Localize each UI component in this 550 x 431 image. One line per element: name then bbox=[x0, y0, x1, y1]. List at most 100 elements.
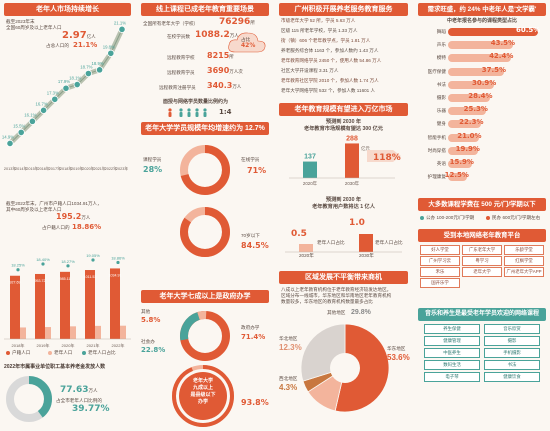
course-bar-value: 60.5% bbox=[516, 26, 541, 34]
stat-label-4: 远程教育注册学员 bbox=[159, 85, 196, 90]
donut-pct-1: 71% bbox=[247, 166, 267, 175]
scale-bar-unit: 亿元 bbox=[361, 145, 370, 152]
gz-share-label: 占户籍人口的 bbox=[42, 225, 70, 230]
section-title-gz: 广州积极开展养老服务教育服务 bbox=[279, 3, 408, 16]
share-value: 21.1% bbox=[73, 41, 98, 49]
cloud-icon bbox=[228, 32, 266, 53]
course-tag: 手机摄影 bbox=[484, 348, 540, 358]
section-title-demand: 需求旺盛，约 24% 中老年人是'文学霸' bbox=[418, 3, 546, 16]
course-bar-value: 30.9% bbox=[471, 78, 497, 87]
course-bar-row: 声乐 43.5% bbox=[414, 39, 550, 51]
line-point-label: 16.7% bbox=[36, 101, 48, 106]
bar-elderly bbox=[20, 327, 26, 339]
line-point bbox=[84, 69, 93, 78]
region-text-2: 数量较多，华东地区的教育机构数量最多占比 bbox=[281, 299, 373, 304]
pension-share-label: 占全市老年人口比例的 bbox=[56, 398, 102, 403]
course-bar bbox=[448, 67, 504, 76]
fee-legend: 公办 100-200元/门/学期 民办 600元/门/学期左右 bbox=[420, 214, 548, 222]
donut-label-2: 70岁以下 bbox=[241, 233, 260, 238]
line-year-label: 2015年 bbox=[26, 166, 38, 171]
course-bar-name: 声乐 bbox=[436, 42, 446, 48]
pie-school-type bbox=[180, 311, 230, 361]
course-bar-value: 22.3% bbox=[459, 118, 484, 127]
platform-tag: 国开乐学 bbox=[420, 278, 460, 288]
line-point-label: 16.1% bbox=[24, 112, 36, 117]
line-year-label: 2022年 bbox=[105, 166, 117, 171]
line-year-label: 2023年 bbox=[116, 166, 128, 171]
people-icon bbox=[168, 108, 207, 117]
column-elderly-market: 老年人市场持续增长 截至2023年末 全国60周岁及以上老年人口 2.97亿人 … bbox=[0, 0, 135, 431]
course-bar-value: 28.4% bbox=[468, 92, 493, 100]
donut-segment bbox=[6, 376, 52, 422]
stat-value-4: 340.3万人 bbox=[207, 81, 242, 90]
region-name-northwest: 西北地区 bbox=[279, 375, 298, 382]
course-bar-name: 时尚穿搭 bbox=[427, 147, 446, 153]
course-bar-row: 书法 30.9% bbox=[414, 79, 550, 91]
pie-pct-0: 5.8% bbox=[141, 316, 161, 324]
forecast-line-1: 预测到 2030 年 bbox=[325, 119, 362, 125]
bar-elderly bbox=[95, 325, 101, 339]
course-bar-name: 模特 bbox=[436, 55, 446, 61]
course-bar-row: 摄影 28.4% bbox=[414, 92, 550, 104]
column-online-courses: 线上课程已成老年教育重要场景 全国所有老年大学（学校） 76296所 在校学员数… bbox=[137, 0, 273, 431]
line-year-label: 2013年 bbox=[4, 166, 16, 171]
course-bar-value: 42.4% bbox=[489, 52, 514, 61]
legend-swatch-share bbox=[82, 351, 86, 355]
course-bar bbox=[448, 94, 491, 102]
course-bar-row: 健身 22.3% bbox=[414, 118, 550, 130]
course-tag: 健康饮食 bbox=[484, 372, 540, 382]
gz-list-item: 市级老年大学 52 所，学员 5.63 万人 bbox=[281, 18, 356, 23]
bubble-line-2: 是县级以下 bbox=[190, 392, 216, 398]
course-bar-value: 21.0% bbox=[457, 131, 482, 140]
scale-bar-value: 288 bbox=[346, 135, 358, 142]
course-bar-row: 乐器 25.3% bbox=[414, 105, 550, 117]
section-title-government: 老年大学七成以上是政府办学 bbox=[141, 290, 269, 303]
cloud-label: 占比 bbox=[241, 37, 251, 42]
line-year-label: 2017年 bbox=[49, 166, 61, 171]
course-bar bbox=[448, 173, 467, 182]
stat-value-3: 3690万人次 bbox=[207, 66, 243, 75]
section-title-region: 区域发展不平衡带来商机 bbox=[279, 271, 408, 284]
legend-swatch-elderly bbox=[48, 351, 52, 355]
share-point bbox=[91, 258, 95, 262]
section-title-fees: 大多数课程学费在 500 元/门/学期以下 bbox=[418, 198, 546, 211]
platform-tag: 禾乐 bbox=[420, 267, 460, 277]
section-title-scale: 老年教育规模有望进入万亿市场 bbox=[279, 103, 408, 116]
fee-swatch-private bbox=[486, 216, 490, 220]
course-bar bbox=[448, 80, 494, 89]
users-year-0: 2020年 bbox=[299, 253, 314, 258]
platform-tag: 好人学堂 bbox=[420, 245, 460, 255]
users-bar-2020 bbox=[299, 244, 313, 252]
pie-ring-social bbox=[180, 311, 230, 361]
course-bar bbox=[448, 107, 486, 116]
intro-line-1: 截至2023年末 bbox=[6, 19, 35, 24]
course-bar-name: 摄影 bbox=[436, 95, 446, 100]
region-pct-east: 53.6% bbox=[387, 353, 410, 362]
platform-tag: 红枫学堂 bbox=[504, 256, 544, 266]
platform-tag: 粤学习 bbox=[462, 256, 502, 266]
bar-registered-label: 953.72 bbox=[35, 279, 46, 283]
bar-registered bbox=[35, 273, 45, 339]
donut-pct-2: 84.5% bbox=[241, 241, 269, 250]
line-point bbox=[62, 84, 70, 92]
course-bar bbox=[448, 54, 512, 63]
course-bar-value: 19.9% bbox=[455, 144, 480, 153]
gz-list-item: 区级 115 所老年学校，学员 1.33 万人 bbox=[281, 28, 358, 33]
bar-legend: 户籍人口 老年人口 老年人口占比 bbox=[6, 349, 134, 357]
growth-arrow bbox=[367, 150, 401, 162]
fee-public: 公办 100-200元/门/学期 bbox=[426, 215, 475, 220]
bar-year-label: 2021年 bbox=[87, 342, 100, 348]
line-point bbox=[51, 95, 59, 103]
bar-elderly bbox=[70, 326, 76, 339]
course-tag: 健康管理 bbox=[424, 336, 480, 346]
bar-registered-label: 1011.53 bbox=[84, 275, 97, 279]
scale-bar-value: 137 bbox=[304, 154, 316, 161]
pie-ring-other bbox=[180, 311, 230, 361]
legend-elderly: 老年人口 bbox=[54, 350, 73, 355]
line-point-label: 14.9% bbox=[2, 134, 14, 139]
pie-pct-2: 71.4% bbox=[241, 333, 266, 341]
bar-registered bbox=[110, 268, 120, 339]
line-point bbox=[17, 128, 25, 137]
region-pct-north: 12.3% bbox=[279, 343, 302, 352]
pie-pct-1: 22.8% bbox=[141, 346, 166, 354]
